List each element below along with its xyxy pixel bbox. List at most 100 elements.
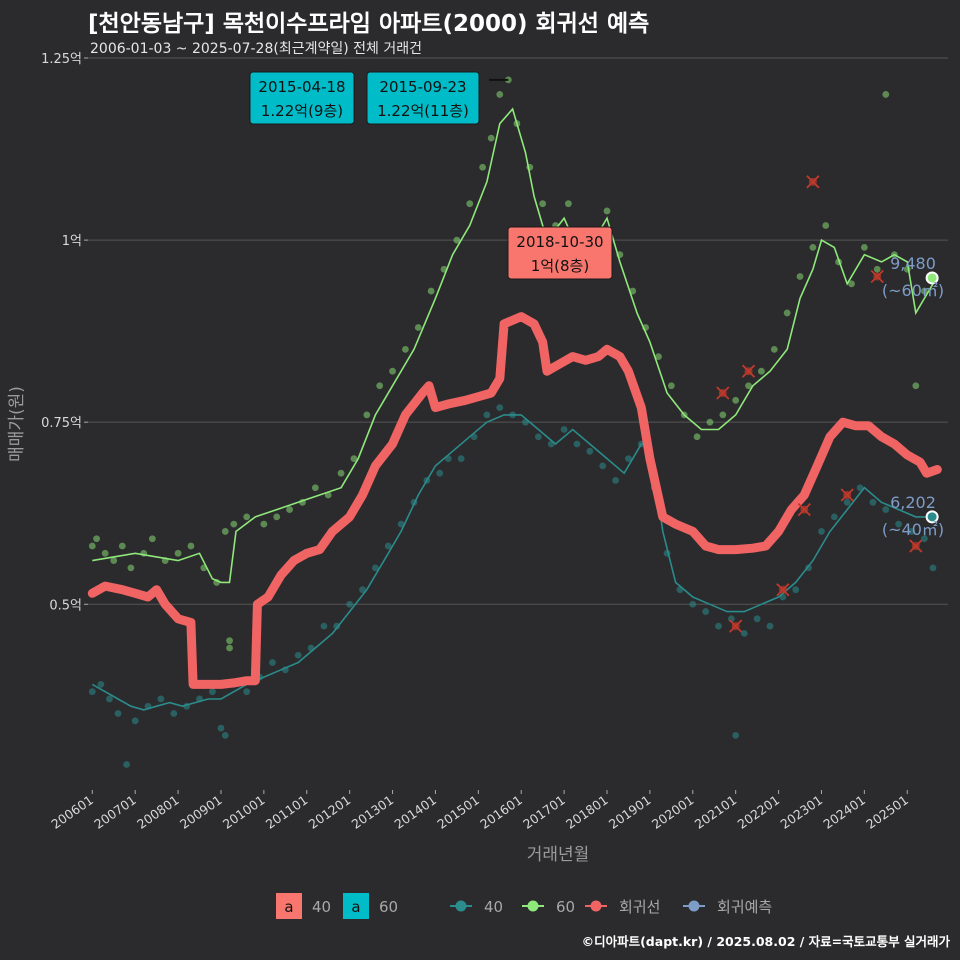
point-60 [667, 382, 675, 390]
point-40 [436, 469, 444, 477]
y-tick-label: 0.5억 [49, 598, 82, 613]
point-40 [333, 622, 341, 630]
point-60 [88, 542, 96, 550]
legend-line-dot [590, 900, 602, 912]
y-axis-title: 매매가(원) [7, 386, 27, 462]
point-40 [221, 731, 229, 739]
point-60 [466, 200, 474, 208]
point-60 [414, 324, 422, 331]
regression-cross-x [729, 619, 743, 633]
point-60 [912, 382, 920, 390]
footer-credit: ©디아파트(dapt.kr) / 2025.08.02 / 자료=국토교통부 실… [581, 934, 950, 949]
x-tick-label: 201201 [306, 792, 354, 832]
page-subtitle: 2006-01-03 ~ 2025-07-28(최근계약일) 전체 거래건 [90, 41, 422, 57]
legend-line-label: 회귀선 [619, 898, 660, 916]
point-60 [427, 287, 435, 295]
point-60 [226, 637, 233, 645]
point-60 [286, 506, 293, 513]
legend-fill-swatch [276, 893, 302, 919]
point-60 [496, 91, 504, 98]
point-60 [732, 396, 740, 404]
point-40 [243, 688, 251, 696]
callout-box [366, 71, 480, 125]
x-tick-label: 200701 [91, 792, 139, 832]
regression-cross [729, 619, 743, 633]
legend-line-dot [527, 900, 539, 912]
point-60 [311, 484, 319, 492]
x-axis-title: 거래년월 [527, 845, 590, 865]
callout-box [507, 226, 613, 280]
point-40 [397, 520, 405, 528]
regression-cross-x [909, 539, 923, 553]
x-tick-label: 202001 [649, 792, 697, 832]
point-60 [860, 243, 868, 251]
regression-cross [716, 386, 730, 400]
x-tick-label: 201001 [220, 792, 268, 832]
point-40 [97, 680, 105, 688]
point-60 [603, 207, 611, 215]
line-40 [91, 414, 933, 711]
page-title: [천안동남구] 목천이수프라임 아파트(2000) 회귀선 예측 [88, 11, 650, 37]
point-40 [123, 761, 131, 768]
end-sub: (~40㎡) [882, 520, 944, 539]
regression-cross [840, 488, 854, 502]
regression-cross [741, 364, 756, 378]
point-60 [796, 273, 804, 280]
point-60 [389, 367, 396, 375]
point-40 [483, 411, 491, 419]
point-60 [110, 557, 118, 564]
point-60 [719, 411, 727, 419]
regression-cross-x [870, 269, 884, 284]
point-60 [101, 549, 109, 557]
callout-box [249, 71, 355, 125]
end-label: 9,480 (~60㎡) [882, 254, 944, 300]
legend-fill-label: 40 [312, 898, 331, 916]
point-40 [818, 528, 825, 535]
point-60 [363, 411, 371, 419]
point-60 [706, 418, 714, 426]
regression-cross [776, 583, 790, 597]
point-60 [187, 542, 195, 550]
x-tick-label: 200801 [134, 792, 182, 832]
x-tick-label: 201601 [477, 792, 525, 832]
regression-cross-x [797, 502, 811, 517]
point-40 [612, 477, 619, 484]
point-60 [882, 91, 890, 98]
legend-line-key: 40 [450, 898, 503, 916]
point-40 [766, 622, 774, 630]
regression-cross-x [741, 364, 756, 378]
end-value: 6,202 [890, 493, 936, 512]
x-tick-label: 200601 [48, 792, 96, 832]
point-60 [350, 455, 358, 462]
callout-value: 1.22억(11층) [377, 102, 469, 120]
point-40 [895, 520, 903, 528]
end-label: 6,202 (~40㎡) [882, 493, 944, 539]
x-tick-label: 201401 [391, 792, 439, 832]
regression-cross-x [776, 583, 790, 597]
point-40 [689, 600, 697, 608]
regression-cross [909, 539, 923, 553]
point-60 [148, 535, 156, 543]
x-tick-label: 201701 [520, 792, 568, 832]
point-60 [539, 200, 547, 208]
point-60 [655, 353, 662, 361]
point-40 [131, 717, 139, 725]
end-point [925, 271, 939, 285]
callout-value: 1억(8층) [531, 257, 589, 275]
legend-line-dot [688, 900, 700, 912]
legend-line-key: 회귀예측 [683, 898, 772, 916]
legend-fill-label: 60 [379, 898, 398, 916]
point-40 [534, 433, 542, 441]
point-40 [384, 542, 392, 550]
point-60 [118, 542, 126, 550]
callout-date: 2015-09-23 [379, 78, 466, 96]
point-60 [127, 564, 135, 572]
point-40 [573, 440, 581, 448]
point-60 [921, 287, 928, 295]
end-sub: (~60㎡) [882, 281, 944, 300]
point-40 [732, 731, 740, 739]
point-40 [294, 651, 302, 659]
point-40 [371, 564, 379, 572]
legend-line-key: 60 [522, 898, 575, 916]
